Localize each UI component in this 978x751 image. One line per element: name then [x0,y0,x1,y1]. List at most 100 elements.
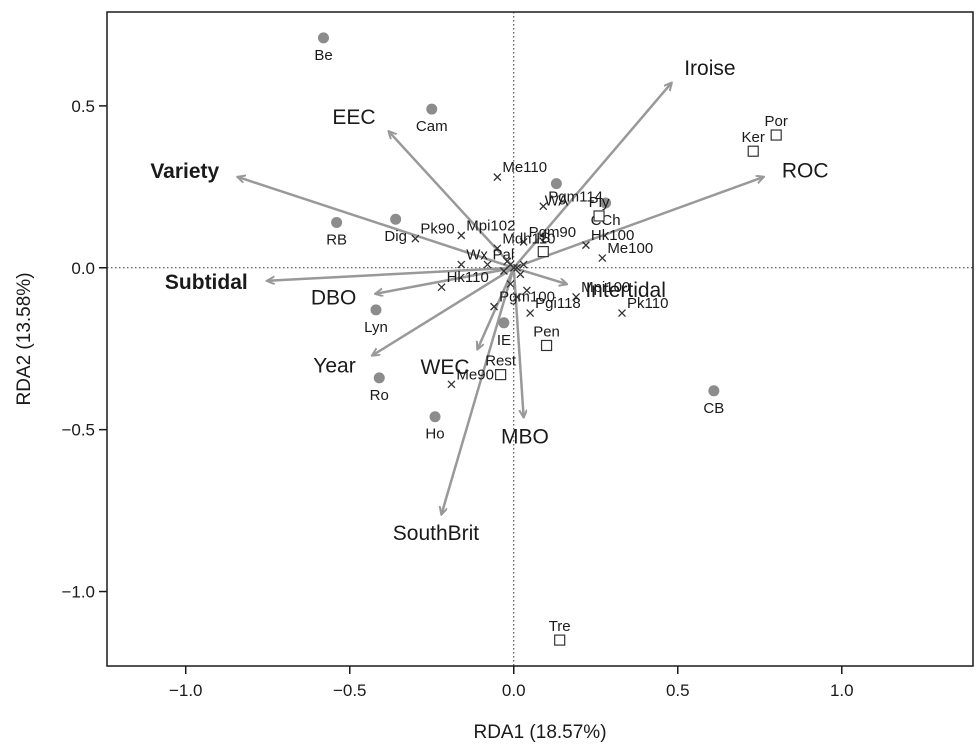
site-square-marker [495,369,507,381]
vector-arrow [373,266,515,355]
species-marker [506,260,515,269]
site-circle-label: Cam [416,118,448,135]
vector-label: DBO [311,286,357,309]
site-square-marker [747,145,759,157]
species-label: Mpi102 [466,217,515,234]
site-square-label: Por [765,113,788,130]
site-circle-marker [429,411,441,423]
site-square-label: IS [536,230,550,247]
species-marker [457,231,466,240]
vector-arrow [512,83,671,269]
species-marker [513,292,521,301]
site-circle-label: Ho [425,426,444,443]
x-tick-label: 1.0 [830,681,854,700]
vector-label: Iroise [684,57,735,80]
x-tick-label: −0.5 [333,681,367,700]
site-circle-marker [708,385,720,397]
site-square-marker [593,210,605,222]
species-label: Pk90 [420,221,454,238]
species-marker [457,260,466,269]
species-label: Me100 [607,240,653,257]
species-marker [516,270,525,279]
species-label: Pgm100 [499,289,555,306]
vector-label: Year [313,355,355,378]
species-marker [598,254,607,263]
site-circle-label: Dig [384,228,407,245]
species-label: Pal [493,247,515,264]
site-circle-label: CB [703,400,724,417]
site-circle-label: IE [497,332,511,349]
species-label: Hk100 [591,227,634,244]
site-circle-marker [318,32,329,44]
species-marker [519,237,528,246]
vector-label: EEC [332,106,375,129]
y-axis-title: RDA2 (13.58%) [14,272,35,405]
vector-arrow [513,266,566,284]
vector-arrow [389,132,515,269]
vector-arrow [238,177,515,269]
site-circle-marker [498,317,510,329]
site-circle-label: Lyn [364,319,388,336]
site-circle-marker [331,216,343,228]
species-marker [499,267,508,275]
species-marker [526,309,535,318]
vector-arrow [268,266,514,281]
species-label: Mdh110 [502,230,555,247]
site-square-label: Tre [549,618,571,635]
site-circle-label: WA [545,193,569,210]
species-marker [581,241,590,250]
species-marker [522,286,531,295]
species-label: Mpi100 [581,279,630,296]
site-square-marker [537,245,549,258]
site-square-label: Ker [742,129,765,146]
site-circle-marker [426,103,438,115]
species-marker [618,309,626,318]
vectors: Iroise ROC EEC Variety Subtidal DBO Year WEC MBO… [150,57,828,545]
species-marker [490,302,499,311]
species-marker [572,292,581,301]
species-marker [513,263,521,272]
site-circle-marker [390,213,402,225]
vector-arrow [442,267,515,514]
site-circle-label: Ro [370,387,389,404]
vector-label: WEC [421,356,470,379]
vector-arrow [513,177,763,269]
species-label: Me90 [456,366,494,383]
species-marker [483,260,492,269]
species-label: Me110 [502,159,547,176]
site-square-label: Rest [485,353,517,370]
species-marker [437,283,446,292]
site-circle-marker [373,372,385,384]
species-marker [506,280,515,288]
site-square-marker [770,129,782,141]
site-circle-marker [370,304,382,316]
axes: −1.0 −0.5 0.0 0.5 1.0 −1.0 −0.5 0.0 0.5 [61,97,853,700]
site-circle-label: RB [326,231,347,248]
site-square-marker [540,339,553,352]
species-label: Wx [466,247,488,264]
vector-label: Subtidal [165,271,248,294]
species-marker [447,380,456,389]
species-label: Pgm90 [529,224,577,241]
species-label: Hk110 [447,269,489,286]
species-label: Pgi118 [535,295,581,312]
vector-arrow [376,266,514,294]
site-circle-marker [550,178,562,190]
x-tick-label: −1.0 [169,681,203,700]
site-circle-label: Be [314,47,332,64]
species-marker [539,202,548,211]
y-tick-label: −0.5 [61,421,95,440]
site-square-marker [554,634,566,646]
x-tick-label: 0.0 [502,681,526,700]
species-label: Pgm114 [548,188,603,205]
species-marker [411,234,420,243]
vector-label: ROC [782,159,829,182]
species-marker [519,260,528,269]
site-circle-marker [600,197,612,209]
vector-label: Intertidal [585,279,666,302]
y-tick-label: 0.0 [71,259,95,278]
y-tick-label: 0.5 [71,97,95,116]
reference-lines [107,12,973,666]
